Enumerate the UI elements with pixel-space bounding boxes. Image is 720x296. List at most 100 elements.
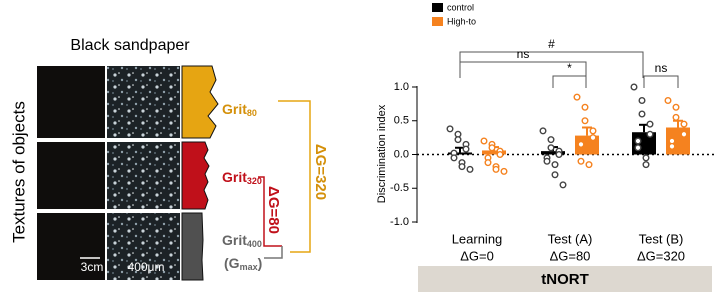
- x-tick-label: Test (B): [639, 231, 684, 246]
- data-point: [680, 130, 688, 138]
- grit-label: Grit80: [222, 101, 257, 119]
- data-point: [642, 161, 650, 169]
- gmax-sub: max: [240, 262, 258, 272]
- grit-sub: 320: [247, 176, 262, 186]
- grit-base: Grit: [222, 101, 247, 117]
- data-point: [630, 83, 638, 91]
- y-tick-label: 0.5: [394, 115, 409, 127]
- data-point: [500, 167, 508, 175]
- footer-band: [418, 266, 712, 292]
- data-point: [634, 144, 642, 152]
- data-point: [589, 134, 597, 142]
- grit-label: Grit400: [222, 232, 262, 250]
- x-tick-sublabel: ΔG=80: [550, 248, 591, 263]
- data-point: [668, 142, 676, 150]
- panel-ylabel: Textures of objects: [9, 101, 28, 243]
- grit-base: Grit: [222, 232, 247, 248]
- legend-swatch: [432, 17, 443, 26]
- profile-strip: [181, 65, 219, 139]
- y-tick-label: 1.0: [394, 81, 409, 93]
- macro-image: [37, 66, 105, 138]
- scale-label: 400μm: [128, 260, 165, 274]
- data-point: [581, 117, 589, 125]
- gmax-label: (Gmax): [224, 255, 262, 273]
- y-tick-label: -0.5: [390, 182, 409, 194]
- legend-label: High-to: [447, 16, 476, 26]
- legend-label: control: [447, 2, 474, 12]
- data-point: [488, 144, 496, 152]
- micro-image: [107, 142, 180, 209]
- significance-label: ns: [517, 47, 530, 61]
- y-tick-label: -1.0: [390, 216, 409, 228]
- grit-base: Grit: [222, 169, 247, 185]
- gmax-close: ): [258, 255, 263, 271]
- footer-label: tNORT: [541, 271, 589, 288]
- data-point: [551, 171, 559, 179]
- texture-panel: Black sandpaper Textures of objects Grit…: [9, 37, 329, 281]
- data-point: [492, 165, 500, 173]
- data-point: [646, 120, 654, 128]
- legend-swatch: [432, 3, 443, 12]
- profile-strip: [181, 141, 210, 210]
- data-point: [454, 136, 462, 144]
- x-tick-sublabel: ΔG=0: [460, 248, 494, 263]
- y-tick-label: 0.0: [394, 148, 409, 160]
- data-point: [450, 154, 458, 162]
- significance-label: *: [567, 61, 572, 75]
- data-point: [547, 136, 555, 144]
- micro-image: [107, 213, 180, 280]
- data-point: [585, 161, 593, 169]
- data-point: [551, 161, 559, 169]
- data-point: [466, 165, 474, 173]
- x-tick-sublabel: ΔG=320: [637, 248, 685, 263]
- significance-label: #: [548, 37, 555, 51]
- macro-image: [37, 213, 105, 280]
- data-point: [672, 103, 680, 111]
- significance-label: ns: [655, 61, 668, 75]
- data-point: [646, 130, 654, 138]
- significance-bracket: [643, 75, 679, 88]
- data-point: [496, 150, 504, 158]
- data-point: [559, 181, 567, 189]
- grit-sub: 400: [247, 239, 262, 249]
- macro-image: [37, 142, 105, 209]
- grit-label: Grit320: [222, 169, 262, 187]
- data-point: [539, 127, 547, 135]
- data-point: [446, 125, 454, 133]
- data-point: [664, 96, 672, 104]
- data-point: [555, 150, 563, 158]
- data-point: [634, 137, 642, 145]
- bar: [482, 150, 506, 155]
- significance-bracket: [459, 51, 644, 78]
- x-tick-label: Test (A): [548, 231, 593, 246]
- data-point: [638, 96, 646, 104]
- significance-bracket: [552, 75, 587, 88]
- data-point: [642, 154, 650, 162]
- bar: [448, 152, 472, 155]
- data-point: [484, 159, 492, 167]
- grit-sub: 80: [247, 108, 257, 118]
- delta-label: ΔG=80: [265, 186, 282, 234]
- significance-bracket: [459, 61, 587, 78]
- data-point: [589, 127, 597, 135]
- data-point: [577, 140, 585, 148]
- data-point: [547, 144, 555, 152]
- delta-bracket: [278, 100, 311, 253]
- data-point: [638, 110, 646, 118]
- y-axis-label: Discrimination index: [376, 104, 388, 203]
- data-point: [480, 137, 488, 145]
- data-point: [672, 113, 680, 121]
- chart: Discrimination index tNORT -1.0 -0.5 0.0 0.…: [376, 2, 714, 292]
- panel-title: Black sandpaper: [70, 37, 190, 54]
- data-point: [573, 93, 581, 101]
- delta-label: ΔG=320: [312, 144, 329, 200]
- bar: [541, 151, 565, 155]
- data-point: [462, 145, 470, 153]
- data-point: [680, 120, 688, 128]
- data-point: [581, 103, 589, 111]
- x-tick-label: Learning: [452, 231, 503, 246]
- data-point: [458, 163, 466, 171]
- gmax-open: (G: [224, 255, 240, 271]
- data-point: [543, 157, 551, 165]
